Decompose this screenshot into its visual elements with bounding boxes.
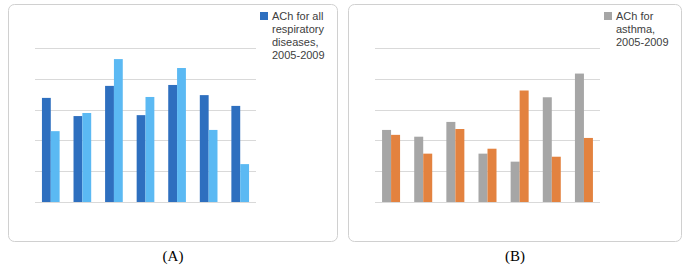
grid-line [35, 79, 256, 80]
bar [137, 115, 146, 202]
bar [200, 95, 209, 202]
bars [382, 74, 593, 202]
bar [146, 97, 155, 202]
legend-swatch [604, 12, 612, 20]
bar [114, 59, 123, 202]
page: {"chart_data": [ {"type": "bar", "title"… [0, 0, 688, 267]
bar [552, 157, 561, 202]
panel-title: (B) [505, 248, 525, 265]
legend-line: 2005-2009 [616, 36, 669, 48]
legend-line: asthma, [616, 23, 655, 35]
bar [382, 130, 391, 202]
bar [74, 116, 83, 202]
panel-title: (A) [163, 248, 184, 265]
bar [479, 154, 488, 202]
legend-line: ACh for [616, 10, 654, 22]
bar [414, 137, 423, 202]
bar [177, 68, 186, 202]
grid-line [375, 48, 600, 49]
bar [423, 154, 432, 202]
legend-label: ACh forasthma,2005-2009 [616, 10, 669, 48]
legend-swatch [260, 12, 268, 20]
grid-line [35, 48, 256, 49]
bar [209, 130, 218, 202]
bar [446, 122, 455, 202]
legend-line: 2005-2009 [272, 49, 325, 61]
panel: ACh for allrespiratorydiseases,2005-2009 [9, 5, 338, 242]
bars [42, 59, 249, 202]
legend-line: diseases, [272, 36, 318, 48]
bar [488, 149, 497, 202]
bar [543, 97, 552, 202]
grid-line [375, 202, 600, 203]
panel-frame [349, 5, 682, 242]
panel: ACh forasthma,2005-2009 [349, 5, 682, 242]
grid-line [375, 79, 600, 80]
bar [575, 74, 584, 202]
bar [584, 138, 593, 202]
grid-line [375, 140, 600, 141]
legend-label: ACh for allrespiratorydiseases,2005-2009 [272, 10, 325, 61]
bar [391, 135, 400, 202]
bar [520, 91, 529, 202]
figure: ACh for allrespiratorydiseases,2005-2009… [0, 0, 688, 267]
bar [455, 129, 464, 202]
panel-frame [9, 5, 338, 242]
bar [42, 98, 51, 202]
bar [51, 131, 60, 202]
grid-line [375, 110, 600, 111]
bar [105, 86, 114, 202]
bar [168, 85, 177, 202]
grid-line [35, 202, 256, 203]
legend-line: ACh for all [272, 10, 323, 22]
bar [231, 106, 240, 202]
bar [240, 164, 249, 202]
bar [82, 113, 91, 202]
legend-line: respiratory [272, 23, 324, 35]
bar [511, 162, 520, 202]
